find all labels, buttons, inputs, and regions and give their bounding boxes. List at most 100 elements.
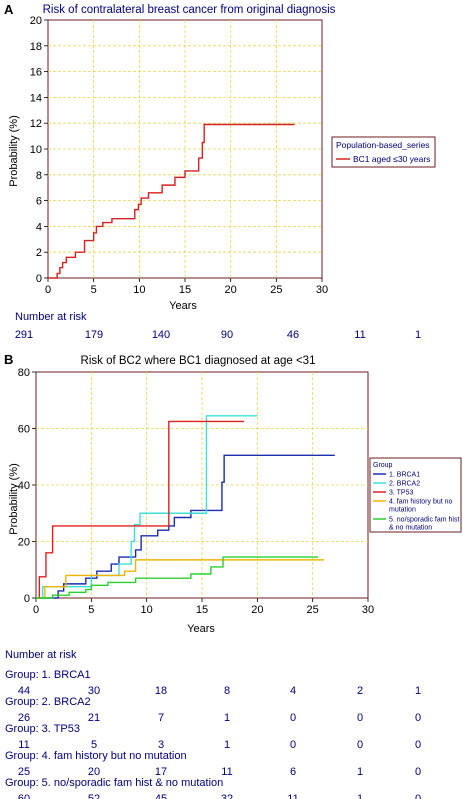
chart-b-number-at-risk-value: 30 xyxy=(88,685,100,697)
chart-b-number-at-risk-value: 5 xyxy=(91,739,97,751)
chart-b-series-4-line xyxy=(36,559,324,599)
chart-b-number-at-risk-value: 32 xyxy=(221,793,233,799)
chart-b-y-tick-label: 20 xyxy=(18,537,30,549)
chart-b-number-at-risk-value: 0 xyxy=(415,766,421,778)
chart-a-x-tick-label: 30 xyxy=(316,284,328,296)
chart-b-y-tick-label: 0 xyxy=(24,593,30,605)
chart-b-number-at-risk-value: 0 xyxy=(290,739,296,751)
chart-a-title: Risk of contralateral breast cancer from… xyxy=(43,4,336,16)
chart-a: A Risk of contralateral breast cancer fr… xyxy=(4,2,436,341)
chart-a-y-tick-label: 10 xyxy=(30,144,42,156)
chart-a-xlabel: Years xyxy=(169,300,197,312)
chart-b-y-tick-label: 80 xyxy=(18,367,30,379)
chart-b-number-at-risk-value: 25 xyxy=(18,766,30,778)
svg-text:4. fam history but no muta: 4. fam history but no mutation xyxy=(389,499,454,514)
chart-b-number-at-risk-value: 17 xyxy=(155,766,167,778)
chart-b-x-tick-label: 25 xyxy=(307,604,319,616)
chart-b-number-at-risk-value: 26 xyxy=(18,712,30,724)
chart-b-number-at-risk-value: 8 xyxy=(224,685,230,697)
chart-a-number-at-risk-label: Number at risk xyxy=(15,311,87,323)
chart-b-number-at-risk-value: 45 xyxy=(155,793,167,799)
chart-b-number-at-risk-value: 0 xyxy=(415,793,421,799)
chart-a-y-tick-label: 0 xyxy=(36,273,42,285)
chart-a-x-tick-label: 0 xyxy=(45,284,51,296)
chart-b-number-at-risk-value: 1 xyxy=(357,766,363,778)
chart-b-number-at-risk-value: 18 xyxy=(155,685,167,697)
chart-b-group-label: Group: 5. no/sporadic fam hist & no muta… xyxy=(5,777,223,789)
chart-b-x-tick-label: 30 xyxy=(362,604,374,616)
chart-a-x-tick-label: 10 xyxy=(133,284,145,296)
chart-b-number-at-risk-value: 44 xyxy=(18,685,30,697)
chart-b-group-label: Group: 4. fam history but no mutation xyxy=(5,750,187,762)
chart-b-series-1-line xyxy=(36,454,335,599)
chart-a-y-tick-label: 8 xyxy=(36,170,42,182)
chart-b: B Risk of BC2 where BC1 diagnosed at age… xyxy=(4,352,462,799)
chart-b-number-at-risk-value: 0 xyxy=(357,739,363,751)
chart-b-number-at-risk-value: 0 xyxy=(290,712,296,724)
chart-a-number-at-risk-value: 90 xyxy=(221,329,233,341)
chart-a-ylabel: Probability (%) xyxy=(8,115,20,187)
chart-a-y-tick-label: 2 xyxy=(36,247,42,259)
chart-b-number-at-risk-value: 0 xyxy=(415,739,421,751)
chart-a-y-tick-label: 16 xyxy=(30,67,42,79)
chart-a-y-tick-label: 18 xyxy=(30,41,42,53)
chart-b-number-at-risk-value: 0 xyxy=(415,712,421,724)
chart-a-number-at-risk-value: 1 xyxy=(415,329,421,341)
chart-b-number-at-risk-value: 11 xyxy=(18,739,29,751)
chart-b-x-tick-label: 5 xyxy=(88,604,94,616)
chart-b-x-tick-label: 15 xyxy=(196,604,208,616)
chart-b-x-tick-label: 10 xyxy=(141,604,153,616)
chart-b-number-at-risk-value: 1 xyxy=(357,793,363,799)
chart-a-number-at-risk-value: 46 xyxy=(287,329,299,341)
panel-a-letter: A xyxy=(4,2,14,17)
panel-b-letter: B xyxy=(4,352,13,367)
chart-a-x-tick-label: 5 xyxy=(91,284,97,296)
chart-a-legend-box xyxy=(331,136,436,168)
chart-b-title: Risk of BC2 where BC1 diagnosed at age <… xyxy=(81,355,316,367)
chart-b-number-at-risk-value: 6 xyxy=(290,766,296,778)
chart-b-xlabel: Years xyxy=(187,623,215,635)
legend-label-tp53: 3. TP53 xyxy=(389,490,413,497)
chart-a-number-at-risk-value: 140 xyxy=(152,329,170,341)
chart-b-group-label: Group: 3. TP53 xyxy=(5,723,80,735)
chart-a-x-tick-label: 15 xyxy=(179,284,191,296)
legend-label-sporadic: 5. no/sporadic fam hist xyxy=(389,517,459,524)
legend-label-fam-history: 4. fam history but no xyxy=(389,499,453,506)
legend-label-brca1: 1. BRCA1 xyxy=(389,472,420,479)
chart-b-group-label: Group: 1. BRCA1 xyxy=(5,669,91,681)
chart-b-number-at-risk-value: 1 xyxy=(224,712,230,724)
chart-b-number-at-risk-value: 60 xyxy=(18,793,30,799)
chart-a-number-at-risk-value: 179 xyxy=(85,329,103,341)
chart-a-y-tick-label: 12 xyxy=(30,118,42,130)
chart-b-series-5-line xyxy=(36,556,319,599)
chart-b-number-at-risk-label: Number at risk xyxy=(5,649,77,661)
legend-label-fam-history-cont: mutation xyxy=(389,507,416,514)
chart-b-y-tick-label: 60 xyxy=(18,424,30,436)
chart-b-ylabel: Probability (%) xyxy=(8,463,20,535)
chart-b-number-at-risk-value: 11 xyxy=(221,766,232,778)
chart-a-series-1-line xyxy=(48,123,295,279)
chart-a-number-at-risk-value: 291 xyxy=(15,329,33,341)
chart-b-number-at-risk-value: 20 xyxy=(88,766,100,778)
chart-a-y-tick-label: 14 xyxy=(30,92,42,104)
chart-b-number-at-risk-value: 4 xyxy=(290,685,296,697)
chart-a-y-tick-label: 20 xyxy=(30,15,42,27)
chart-b-number-at-risk-value: 1 xyxy=(415,685,421,697)
chart-b-x-tick-label: 0 xyxy=(33,604,39,616)
chart-a-x-tick-label: 20 xyxy=(225,284,237,296)
chart-a-y-tick-label: 4 xyxy=(36,221,42,233)
chart-a-x-tick-label: 25 xyxy=(270,284,282,296)
chart-b-series-3-line xyxy=(36,420,245,599)
chart-b-legend-title: Group xyxy=(373,462,393,469)
chart-a-legend-title: Population-based_series xyxy=(336,140,430,150)
chart-a-legend-label: BC1 aged ≤30 years xyxy=(353,154,430,164)
chart-b-y-tick-label: 40 xyxy=(18,480,30,492)
chart-b-number-at-risk-value: 7 xyxy=(158,712,164,724)
legend-label-brca2: 2. BRCA2 xyxy=(389,481,420,488)
chart-b-number-at-risk-value: 3 xyxy=(158,739,164,751)
chart-b-number-at-risk-value: 21 xyxy=(88,712,100,724)
chart-b-number-at-risk-value: 0 xyxy=(357,712,363,724)
chart-b-number-at-risk-value: 1 xyxy=(224,739,230,751)
chart-b-number-at-risk-value: 2 xyxy=(357,685,363,697)
chart-b-x-tick-label: 20 xyxy=(251,604,263,616)
